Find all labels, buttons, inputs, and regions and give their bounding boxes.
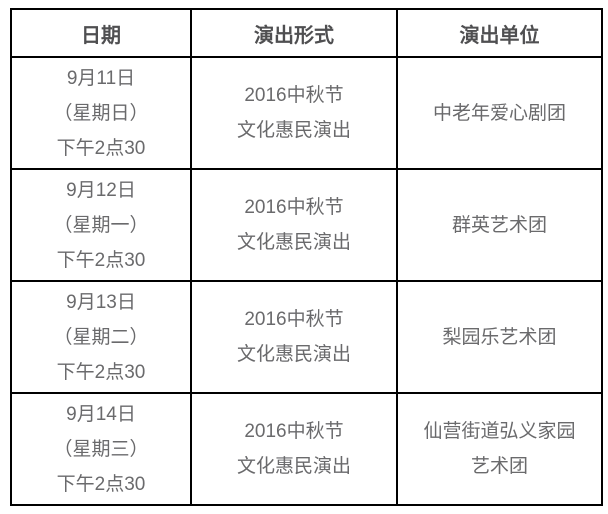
unit-cell: 梨园乐艺术团: [396, 280, 603, 394]
table-row: 9月12日 （星期一） 下午2点30 2016中秋节 文化惠民演出 群英艺术团: [10, 168, 603, 282]
date-cell: 9月13日 （星期二） 下午2点30: [10, 280, 192, 394]
performance-schedule-table: 日期 演出形式 演出单位 9月11日 （星期日） 下午2点30 2016中秋节 …: [10, 8, 603, 506]
performance-schedule-page: 日期 演出形式 演出单位 9月11日 （星期日） 下午2点30 2016中秋节 …: [0, 8, 608, 514]
date-line: 下午2点30: [56, 137, 146, 159]
format-cell: 2016中秋节 文化惠民演出: [190, 280, 398, 394]
unit-line: 仙营街道弘义家园: [423, 421, 576, 442]
date-line: （星期一）: [53, 214, 149, 236]
header-unit: 演出单位: [396, 8, 603, 58]
header-date: 日期: [10, 8, 192, 58]
unit-cell: 中老年爱心剧团: [396, 56, 603, 170]
format-line: 2016中秋节: [244, 421, 344, 442]
date-line: （星期二）: [53, 326, 149, 348]
format-line: 2016中秋节: [244, 197, 344, 218]
date-line: （星期三）: [53, 438, 149, 460]
format-line: 文化惠民演出: [236, 232, 351, 253]
table-row: 9月14日 （星期三） 下午2点30 2016中秋节 文化惠民演出 仙营街道弘义…: [10, 392, 603, 506]
table-row: 9月13日 （星期二） 下午2点30 2016中秋节 文化惠民演出 梨园乐艺术团: [10, 280, 603, 394]
format-line: 文化惠民演出: [236, 456, 351, 477]
unit-cell: 仙营街道弘义家园 艺术团: [396, 392, 603, 506]
format-line: 2016中秋节: [244, 85, 344, 106]
unit-line: 群英艺术团: [451, 214, 547, 236]
format-cell: 2016中秋节 文化惠民演出: [190, 56, 398, 170]
date-line: 9月14日: [66, 403, 136, 425]
format-line: 文化惠民演出: [236, 344, 351, 365]
header-row: 日期 演出形式 演出单位: [10, 8, 603, 58]
date-line: 9月12日: [66, 179, 136, 201]
date-line: （星期日）: [53, 102, 149, 124]
format-line: 文化惠民演出: [236, 120, 351, 141]
unit-line: 梨园乐艺术团: [442, 326, 557, 348]
table-row: 9月11日 （星期日） 下午2点30 2016中秋节 文化惠民演出 中老年爱心剧…: [10, 56, 603, 170]
unit-line: 艺术团: [470, 456, 528, 477]
unit-line: 中老年爱心剧团: [432, 102, 566, 124]
header-format: 演出形式: [190, 8, 398, 58]
date-line: 9月13日: [66, 291, 136, 313]
date-line: 下午2点30: [56, 473, 146, 495]
date-cell: 9月14日 （星期三） 下午2点30: [10, 392, 192, 506]
format-cell: 2016中秋节 文化惠民演出: [190, 168, 398, 282]
date-cell: 9月11日 （星期日） 下午2点30: [10, 56, 192, 170]
date-line: 下午2点30: [56, 249, 146, 271]
format-line: 2016中秋节: [244, 309, 344, 330]
unit-cell: 群英艺术团: [396, 168, 603, 282]
date-line: 9月11日: [66, 67, 136, 89]
date-line: 下午2点30: [56, 361, 146, 383]
format-cell: 2016中秋节 文化惠民演出: [190, 392, 398, 506]
date-cell: 9月12日 （星期一） 下午2点30: [10, 168, 192, 282]
